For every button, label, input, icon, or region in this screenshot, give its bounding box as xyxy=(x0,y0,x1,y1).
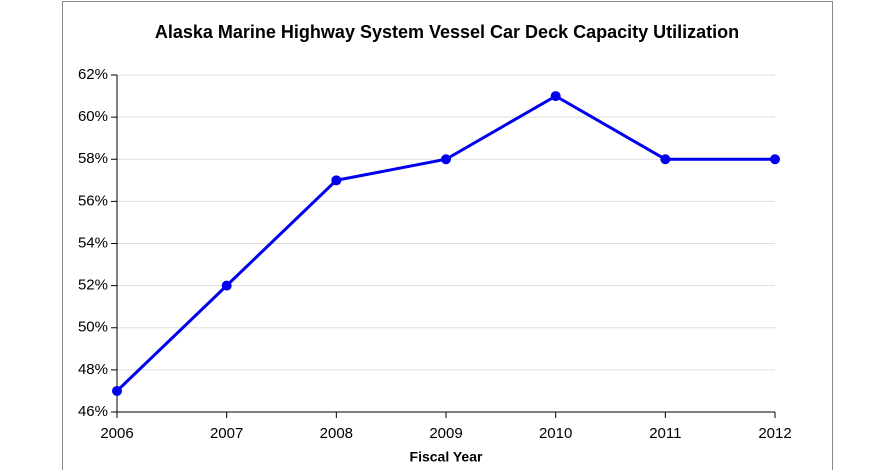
y-tick-label: 60% xyxy=(78,108,108,125)
marker xyxy=(112,385,122,396)
chart-title: Alaska Marine Highway System Vessel Car … xyxy=(155,22,739,42)
y-tick-label: 54% xyxy=(78,234,108,251)
x-tick-label: 2011 xyxy=(649,425,681,442)
marker xyxy=(441,154,451,165)
x-axis-label: Fiscal Year xyxy=(410,449,483,465)
y-tick-label: 62% xyxy=(78,66,108,83)
y-tick-label: 46% xyxy=(78,403,108,420)
marker xyxy=(221,280,232,291)
x-tick-label: 2008 xyxy=(320,425,353,442)
y-tick-label: 50% xyxy=(78,319,108,336)
y-tick-label: 48% xyxy=(78,361,108,378)
x-tick-label: 2010 xyxy=(539,425,572,442)
y-tick-label: 52% xyxy=(78,277,108,294)
chart-frame xyxy=(62,1,833,470)
x-tick-label: 2006 xyxy=(100,425,133,442)
x-tick-label: 2007 xyxy=(210,425,243,442)
x-tick-label: 2012 xyxy=(758,425,791,442)
y-tick-label: 58% xyxy=(78,150,108,167)
marker xyxy=(550,91,561,102)
marker xyxy=(660,154,671,165)
x-tick-label: 2009 xyxy=(429,425,462,442)
y-tick-label: 56% xyxy=(78,192,108,209)
marker xyxy=(770,154,780,165)
marker xyxy=(331,175,342,186)
